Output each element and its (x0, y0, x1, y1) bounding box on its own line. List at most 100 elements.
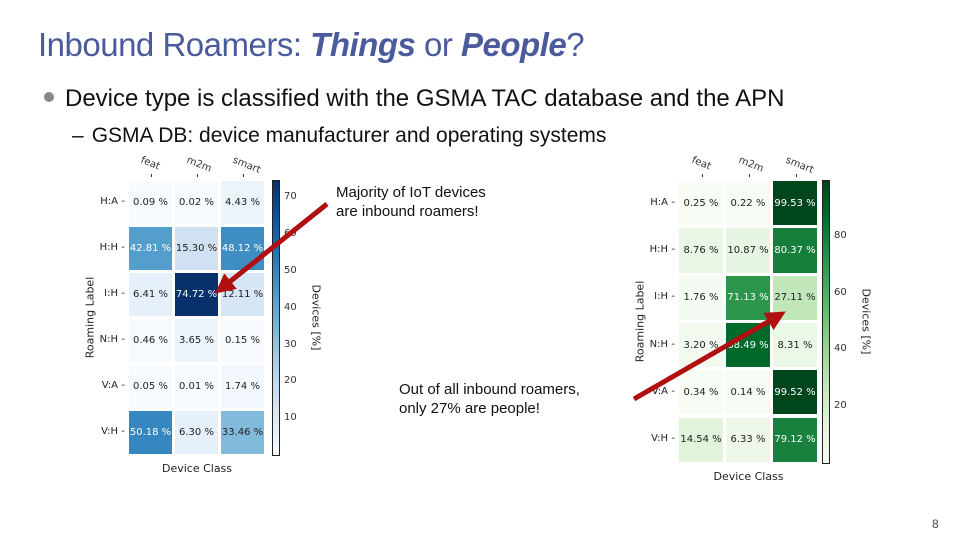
column-header-smart: smart (783, 154, 815, 176)
row-tick: - (671, 338, 675, 350)
row-label-V-H: V:H (651, 433, 668, 445)
heatmap-cell: 6.33 % (726, 417, 770, 462)
row-label-H-A: H:A (650, 196, 668, 208)
colorbar-tick: 60 (284, 228, 297, 240)
row-label-H-A: H:A (100, 196, 118, 207)
bullet-2-text: GSMA DB: device manufacturer and operati… (91, 124, 607, 147)
bullet-2: – GSMA DB: device manufacturer and operat… (72, 124, 606, 148)
bullet-dash-icon: – (72, 124, 84, 147)
y-axis-label: Roaming Label (633, 280, 647, 363)
row-tick: - (671, 243, 675, 255)
heatmap-cell: 48.12 % (221, 227, 264, 270)
title-suffix: ? (566, 26, 585, 63)
heatmap-cell: 14.54 % (679, 417, 723, 462)
row-label-N-H: N:H (99, 334, 118, 345)
heatmap-cell: 42.81 % (129, 227, 172, 270)
heatmap-cell: 4.43 % (221, 181, 264, 224)
bullet-1: Device type is classified with the GSMA … (44, 85, 784, 113)
annotation-1-line-2: are inbound roamers! (336, 203, 479, 220)
annotation-people-share: Out of all inbound roamers, only 27% are… (399, 380, 580, 418)
column-tick (795, 174, 797, 177)
column-header-feat: feat (689, 154, 712, 173)
heatmap-cell: 6.41 % (129, 273, 172, 316)
column-tick (701, 174, 703, 177)
heatmap-cell: 0.22 % (726, 181, 770, 226)
heatmap-cell: 0.01 % (175, 365, 218, 408)
heatmap-cell: 15.30 % (175, 227, 218, 270)
annotation-1-line-1: Majority of IoT devices (336, 184, 486, 201)
heatmap-cell: 0.02 % (175, 181, 218, 224)
row-tick: - (121, 288, 125, 299)
page-number: 8 (932, 517, 939, 531)
row-label-V-H: V:H (101, 426, 118, 437)
heatmap-cell: 1.74 % (221, 365, 264, 408)
title-people: People (461, 26, 567, 63)
colorbar-tick: 40 (284, 301, 297, 313)
x-axis-label: Device Class (161, 462, 233, 475)
heatmap-cell: 3.65 % (175, 319, 218, 362)
heatmap-cell: 12.11 % (221, 273, 264, 316)
colorbar-tick: 50 (284, 265, 297, 276)
colorbar-tick: 30 (284, 338, 297, 350)
column-header-m2m: m2m (736, 154, 765, 175)
heatmap-cell: 8.31 % (773, 322, 817, 368)
row-label-I-H: I:H (104, 288, 118, 299)
row-label-I-H: I:H (654, 291, 668, 303)
heatmap-cell: 0.15 % (221, 319, 264, 362)
colorbar-tick: 10 (284, 412, 297, 424)
slide-title: Inbound Roamers: Things or People? (38, 26, 585, 64)
column-tick (197, 174, 198, 177)
row-tick: - (671, 291, 675, 303)
column-tick (243, 174, 244, 177)
column-header-feat: feat (139, 154, 162, 173)
annotation-2-line-2: only 27% are people! (399, 400, 540, 417)
row-tick: - (121, 380, 125, 391)
heatmap-cell: 50.18 % (129, 411, 172, 454)
heatmap-cell: 0.46 % (129, 319, 172, 362)
colorbar-tick: 60 (834, 286, 847, 298)
heatmap-cell: 0.34 % (679, 370, 723, 415)
heatmap-cell: 88.49 % (726, 322, 770, 368)
heatmap-cell: 99.52 % (773, 370, 817, 415)
row-tick: - (671, 385, 675, 397)
x-axis-label: Device Class (713, 469, 784, 483)
row-tick: - (121, 334, 125, 345)
row-label-V-A: V:A (101, 380, 118, 391)
column-tick (748, 174, 750, 177)
row-tick: - (671, 433, 675, 445)
row-tick: - (121, 426, 125, 437)
column-header-smart: smart (231, 154, 263, 176)
heatmap-cell: 33.46 % (221, 411, 264, 454)
colorbar-tick: 80 (834, 229, 847, 241)
colorbar-tick: 20 (284, 375, 297, 387)
colorbar (822, 180, 830, 464)
colorbar-tick: 70 (284, 191, 297, 203)
heatmap-cell: 6.30 % (175, 411, 218, 454)
colorbar-tick: 20 (834, 400, 847, 412)
y-axis-label: Roaming Label (83, 276, 97, 359)
colorbar-tick: 40 (834, 343, 847, 355)
bullet-dot-icon (44, 92, 54, 102)
heatmap-cell: 0.14 % (726, 370, 770, 415)
title-things: Things (310, 26, 416, 63)
heatmap-cell: 74.72 % (175, 273, 218, 316)
row-tick: - (671, 196, 675, 208)
heatmap-cell: 79.12 % (773, 417, 817, 462)
heatmap-cell: 8.76 % (679, 228, 723, 273)
column-header-m2m: m2m (185, 154, 214, 175)
heatmap-cell: 71.13 % (726, 275, 770, 320)
row-label-H-H: H:H (649, 243, 668, 255)
annotation-iot-majority: Majority of IoT devices are inbound roam… (336, 183, 486, 221)
title-or: or (415, 26, 462, 63)
heatmap-cell: 27.11 % (773, 275, 817, 320)
colorbar-label: Devices [%] (309, 284, 323, 351)
row-tick: - (121, 196, 125, 207)
row-label-H-H: H:H (99, 242, 118, 253)
title-prefix: Inbound Roamers: (38, 26, 311, 63)
bullet-1-text: Device type is classified with the GSMA … (65, 85, 785, 112)
heatmap-cell: 0.25 % (679, 181, 723, 226)
column-tick (151, 174, 152, 177)
heatmap-cell: 3.20 % (679, 322, 723, 368)
heatmap-cell: 10.87 % (726, 228, 770, 273)
colorbar (272, 180, 280, 456)
